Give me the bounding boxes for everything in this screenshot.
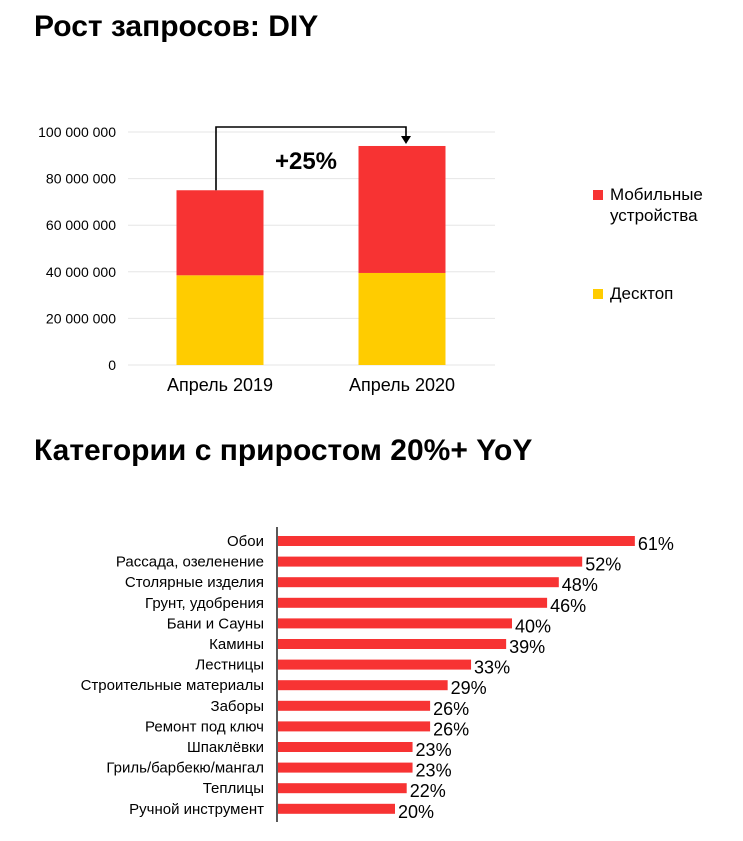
category-label: Столярные изделия xyxy=(125,574,264,591)
value-label: 46% xyxy=(550,596,586,616)
category-bar xyxy=(278,556,583,567)
value-label: 22% xyxy=(410,781,446,801)
value-label: 26% xyxy=(433,719,469,739)
category-label: Ремонт под ключ xyxy=(145,718,264,735)
legend-label: Десктоп xyxy=(610,284,673,303)
value-label: 40% xyxy=(515,616,551,636)
category-label: Теплицы xyxy=(203,780,264,797)
value-label: 20% xyxy=(398,802,434,822)
legend-label: Мобильные устройства xyxy=(610,185,703,225)
category-label: Обои xyxy=(227,533,264,550)
arrow-head-icon xyxy=(401,135,411,144)
legend-swatch xyxy=(593,289,603,299)
x-tick-label: Апрель 2020 xyxy=(349,375,455,395)
category-bar xyxy=(278,783,407,794)
value-label: 39% xyxy=(509,637,545,657)
chart-title-categories: Категории с приростом 20%+ YoY xyxy=(34,434,533,467)
category-bar xyxy=(278,618,512,629)
category-bar xyxy=(278,680,448,691)
category-bar xyxy=(278,762,413,773)
value-label: 33% xyxy=(474,658,510,678)
chart-title-growth: Рост запросов: DIY xyxy=(34,10,319,43)
category-label: Ручной инструмент xyxy=(129,801,264,818)
category-bar xyxy=(278,742,413,752)
category-bar xyxy=(278,803,395,814)
category-bar xyxy=(278,659,472,670)
bar-mobile xyxy=(176,190,264,276)
category-bar xyxy=(278,639,507,649)
category-bar xyxy=(278,536,635,546)
growth-label: +25% xyxy=(275,148,337,175)
y-tick-label: 100 000 000 xyxy=(38,124,116,140)
category-label: Лестницы xyxy=(195,657,264,674)
value-label: 23% xyxy=(416,740,452,760)
category-bar xyxy=(278,597,548,608)
bar-desktop xyxy=(358,272,446,365)
category-bar xyxy=(278,577,559,588)
y-tick-label: 0 xyxy=(108,357,116,373)
horizontal-bar-chart: Обои 61% Рассада, озеленение 52% Столярные и… xyxy=(81,527,674,822)
category-label: Рассада, озеленение xyxy=(116,554,264,571)
x-tick-label: Апрель 2019 xyxy=(167,375,273,395)
value-label: 48% xyxy=(562,575,598,595)
value-label: 26% xyxy=(433,699,469,719)
category-label: Шпаклёвки xyxy=(187,739,264,756)
category-label: Строительные материалы xyxy=(81,677,264,694)
category-label: Грунт, удобрения xyxy=(145,595,264,612)
y-tick-label: 80 000 000 xyxy=(46,171,116,187)
category-label: Заборы xyxy=(211,698,264,715)
category-label: Камины xyxy=(209,636,264,653)
bar-mobile xyxy=(358,145,446,273)
growth-arrow xyxy=(215,126,407,191)
value-label: 23% xyxy=(416,761,452,781)
legend-swatch xyxy=(593,190,603,200)
category-label: Бани и Сауны xyxy=(167,615,264,632)
stacked-bar-chart: 0 20 000 000 40 000 000 60 000 000 80 000 00… xyxy=(38,124,703,395)
value-label: 52% xyxy=(585,555,621,575)
bar-desktop xyxy=(176,275,264,365)
category-label: Гриль/барбекю/мангал xyxy=(106,760,264,777)
value-label: 61% xyxy=(638,534,674,554)
value-label: 29% xyxy=(451,678,487,698)
y-tick-label: 20 000 000 xyxy=(46,310,116,326)
y-tick-label: 60 000 000 xyxy=(46,217,116,233)
y-tick-label: 40 000 000 xyxy=(46,264,116,280)
category-bar xyxy=(278,721,431,732)
category-bar xyxy=(278,700,431,711)
